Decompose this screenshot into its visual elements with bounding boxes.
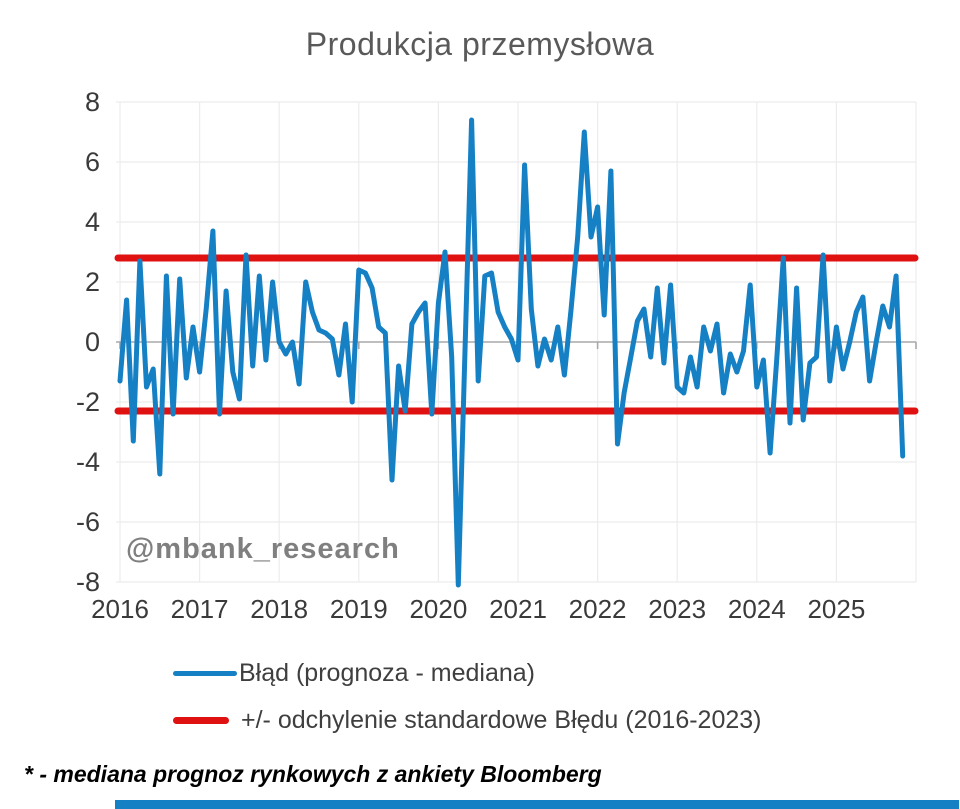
y-axis-tick-label: -6 [76, 507, 100, 537]
y-axis-tick-label: 6 [85, 147, 100, 177]
y-axis-tick-label: -2 [76, 387, 100, 417]
x-axis-tick-label: 2025 [807, 594, 865, 624]
bottom-accent-bar [115, 800, 959, 809]
y-axis-tick-label: 0 [85, 327, 100, 357]
y-axis-tick-label: -8 [76, 567, 100, 597]
x-axis-tick-label: 2018 [250, 594, 308, 624]
x-axis-tick-label: 2022 [569, 594, 627, 624]
legend-item-stddev-line: +/- odchylenie standardowe Błędu (2016-2… [173, 705, 761, 735]
x-axis-tick-label: 2024 [728, 594, 786, 624]
x-axis-tick-label: 2021 [489, 594, 547, 624]
legend-item-error-line: Błąd (prognoza - mediana) [173, 658, 761, 688]
red-line-swatch-icon [173, 716, 229, 724]
legend-label-stddev: +/- odchylenie standardowe Błędu (2016-2… [241, 705, 762, 734]
legend: Błąd (prognoza - mediana) +/- odchylenie… [173, 658, 761, 735]
y-axis-tick-label: 4 [85, 207, 100, 237]
x-axis-tick-label: 2019 [330, 594, 388, 624]
error-series-line [117, 117, 906, 588]
watermark-text: @mbank_research [126, 533, 400, 565]
y-axis-tick-label: -4 [76, 447, 100, 477]
footnote-text: * - mediana prognoz rynkowych z ankiety … [24, 761, 602, 787]
x-axis-tick-label: 2017 [171, 594, 229, 624]
chart-title: Produkcja przemysłowa [305, 26, 655, 62]
x-axis-tick-label: 2020 [409, 594, 467, 624]
y-axis-tick-label: 8 [85, 87, 100, 117]
legend-label-error: Błąd (prognoza - mediana) [239, 658, 535, 687]
y-axis-tick-label: 2 [85, 267, 100, 297]
x-axis-tick-label: 2016 [91, 594, 149, 624]
x-axis-tick-label: 2023 [648, 594, 706, 624]
blue-line-swatch-icon [173, 670, 237, 676]
